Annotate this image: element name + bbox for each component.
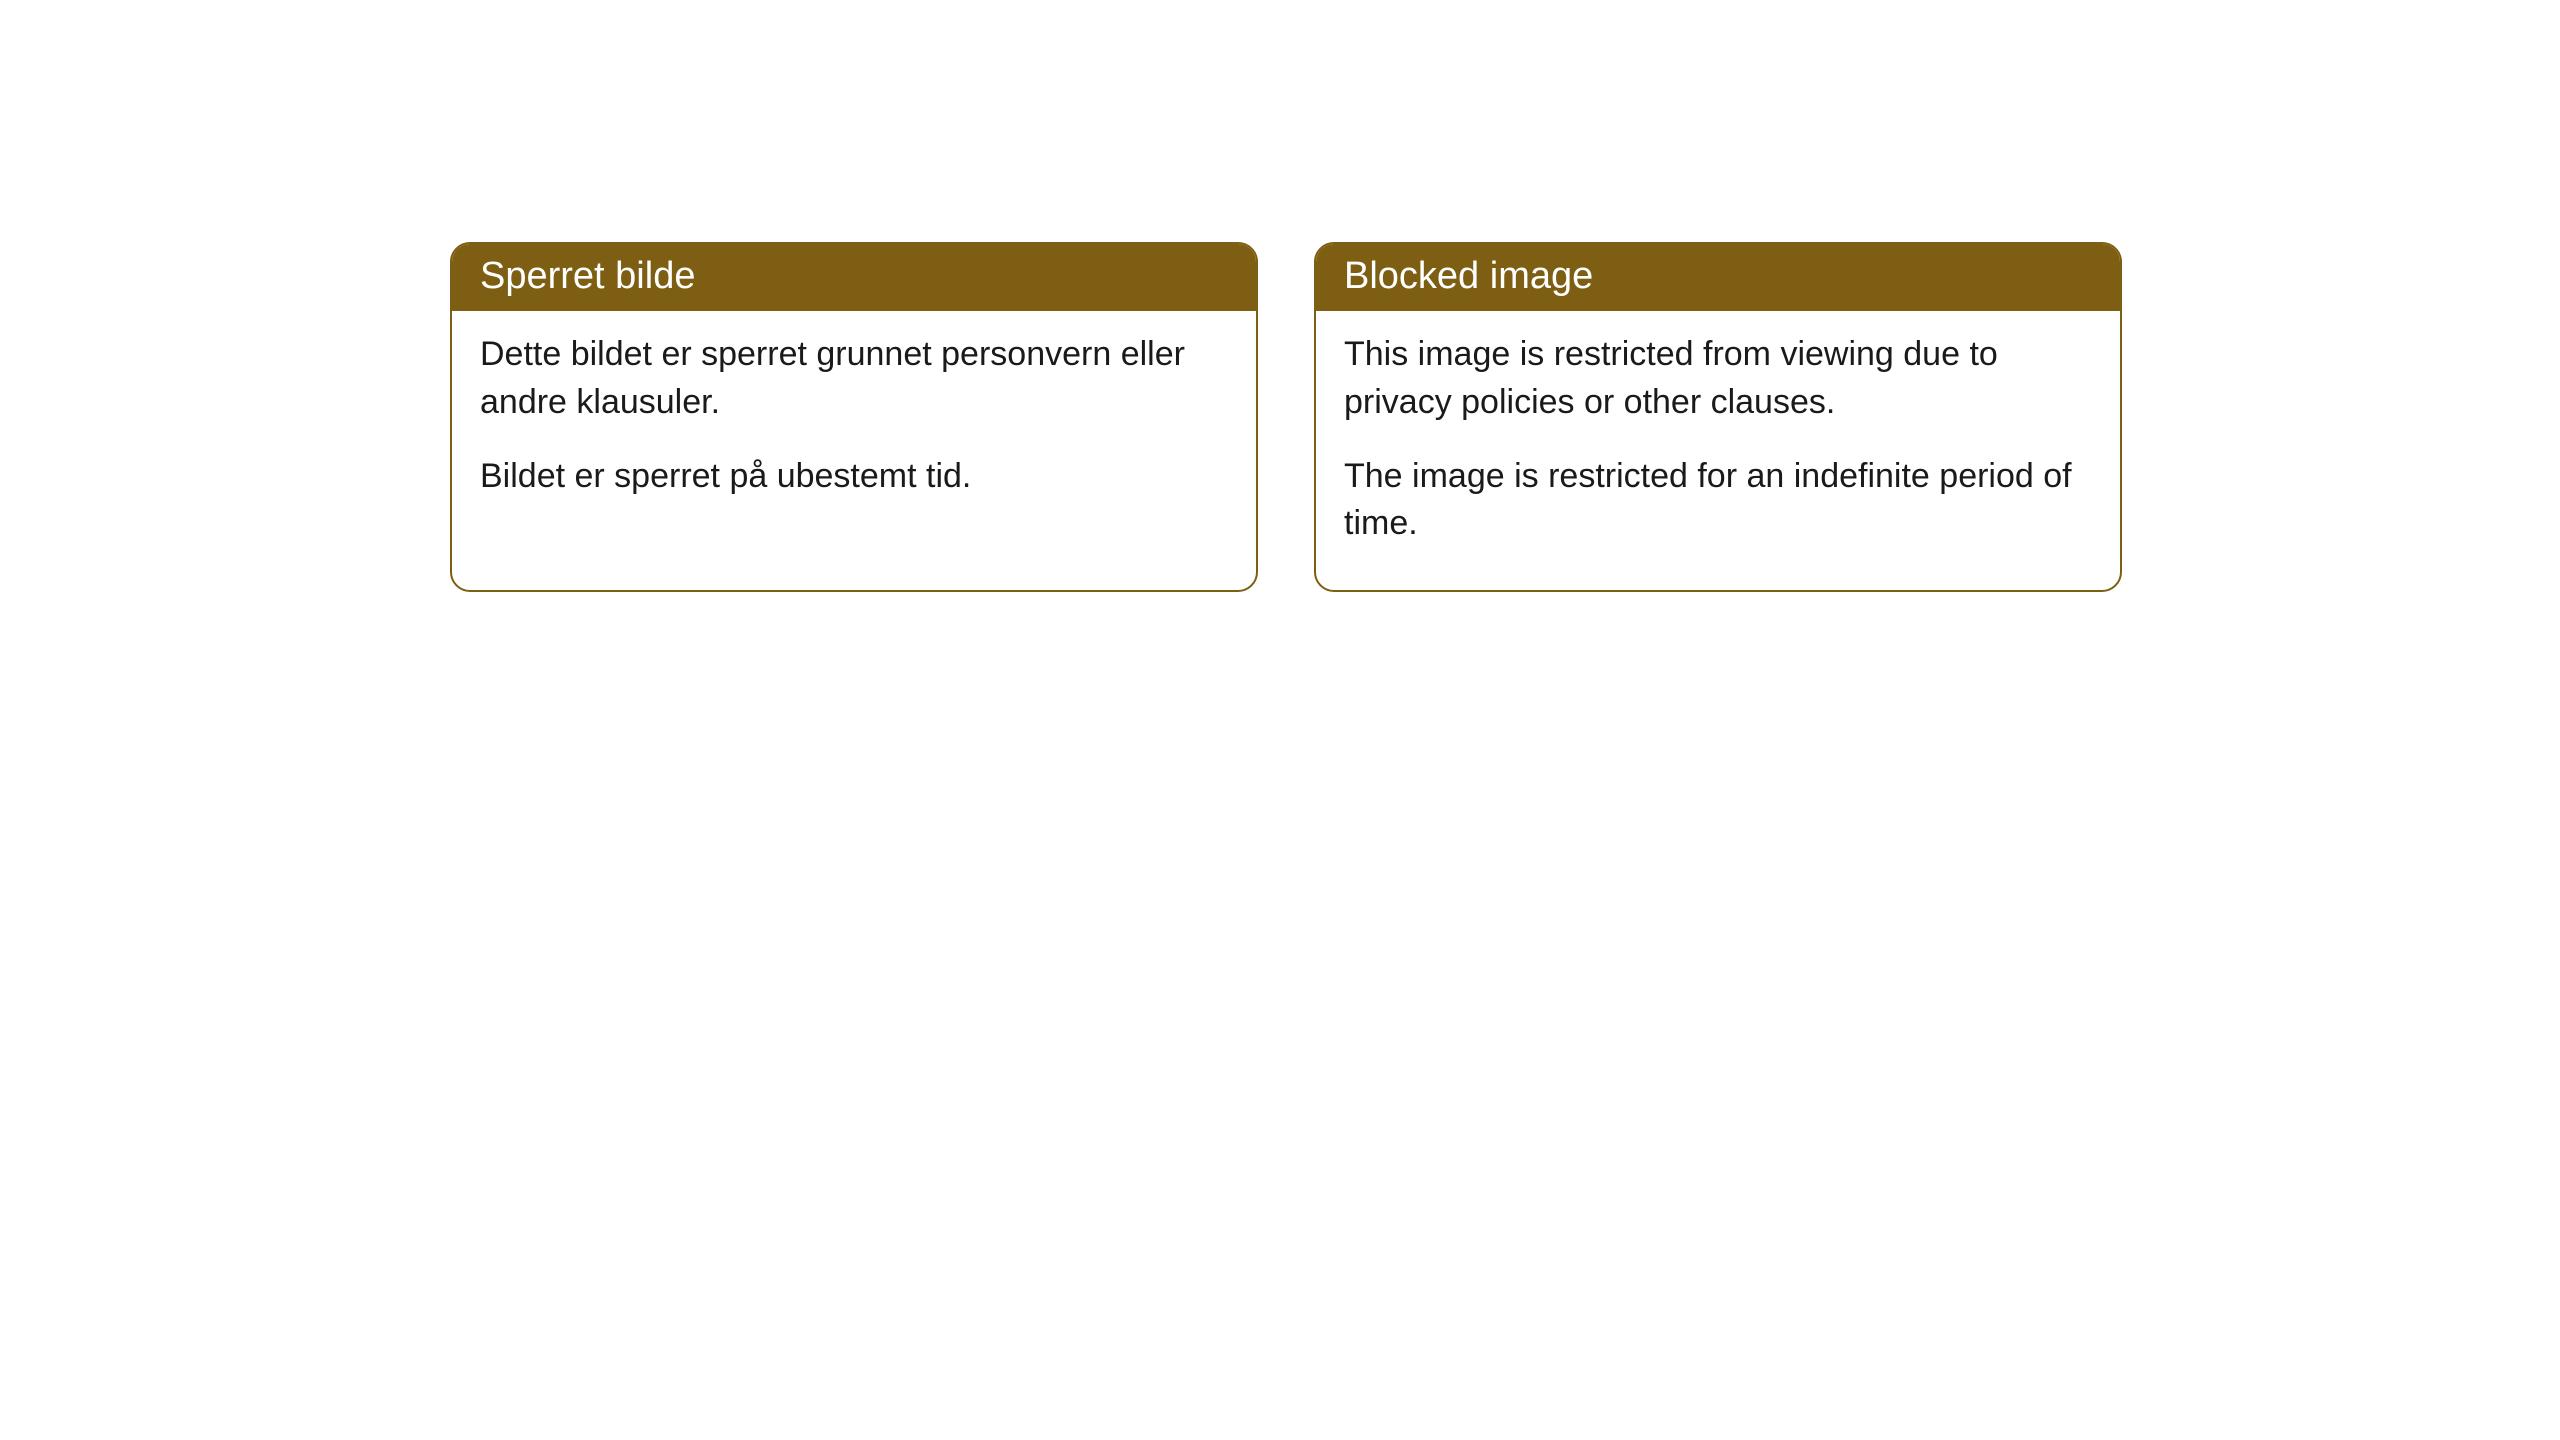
card-header: Blocked image <box>1316 244 2120 311</box>
card-header: Sperret bilde <box>452 244 1256 311</box>
card-paragraph: The image is restricted for an indefinit… <box>1344 453 2092 548</box>
card-body: This image is restricted from viewing du… <box>1316 311 2120 589</box>
card-paragraph: Bildet er sperret på ubestemt tid. <box>480 453 1228 501</box>
notice-cards-container: Sperret bilde Dette bildet er sperret gr… <box>450 242 2560 592</box>
card-title: Blocked image <box>1344 255 1593 297</box>
card-paragraph: This image is restricted from viewing du… <box>1344 331 2092 426</box>
blocked-image-card-english: Blocked image This image is restricted f… <box>1314 242 2122 592</box>
blocked-image-card-norwegian: Sperret bilde Dette bildet er sperret gr… <box>450 242 1258 592</box>
card-paragraph: Dette bildet er sperret grunnet personve… <box>480 331 1228 426</box>
card-title: Sperret bilde <box>480 255 695 297</box>
card-body: Dette bildet er sperret grunnet personve… <box>452 311 1256 542</box>
